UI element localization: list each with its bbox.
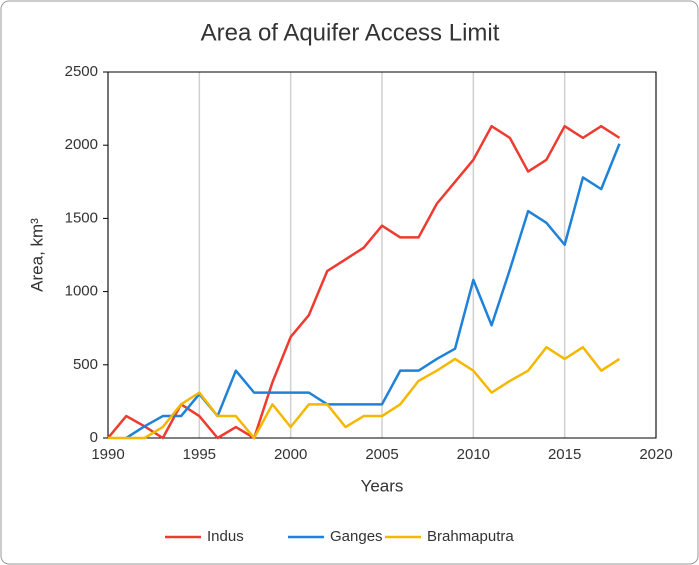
y-tick-label: 2000 <box>65 136 98 153</box>
chart-title: Area of Aquifer Access Limit <box>201 19 500 46</box>
y-tick-label: 500 <box>73 356 98 373</box>
x-tick-label: 2000 <box>274 446 307 463</box>
y-tick-label: 1500 <box>65 209 98 226</box>
y-tick-label: 0 <box>90 429 98 446</box>
legend-label: Indus <box>207 528 244 545</box>
x-tick-label: 1995 <box>183 446 216 463</box>
series-line <box>108 345 621 440</box>
x-tick-label: 2015 <box>548 446 581 463</box>
y-tick-label: 2500 <box>65 63 98 80</box>
series-line <box>107 124 621 440</box>
x-tick-label: 1990 <box>91 446 124 463</box>
y-tick-label: 1000 <box>65 283 98 300</box>
plot-frame <box>107 71 657 439</box>
y-axis-label: Area, km³ <box>27 218 46 292</box>
x-tick-label: 2020 <box>639 446 672 463</box>
x-axis-label: Years <box>361 476 404 495</box>
x-tick-label: 2005 <box>365 446 398 463</box>
x-tick-label: 2010 <box>457 446 490 463</box>
legend-label: Ganges <box>330 528 383 545</box>
legend-label: Brahmaputra <box>427 528 514 545</box>
